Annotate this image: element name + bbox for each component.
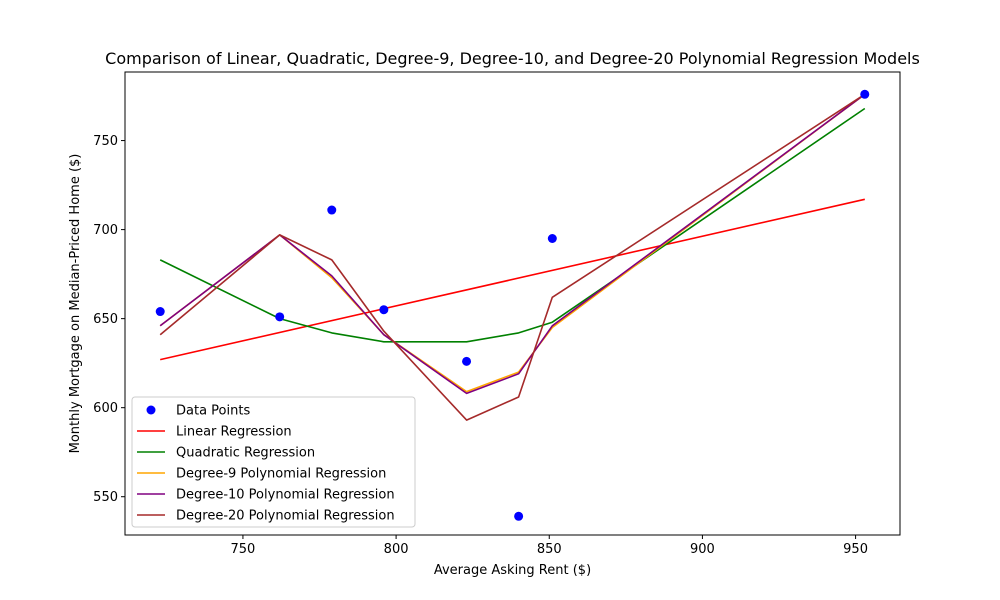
x-axis: 750 800 850 900 950 (231, 535, 868, 557)
x-tick-label: 750 (231, 542, 256, 557)
data-point (155, 307, 165, 317)
legend-label: Data Points (176, 404, 250, 419)
y-axis-title: Monthly Mortgage on Median-Priced Home (… (68, 154, 83, 454)
chart-title: Comparison of Linear, Quadratic, Degree-… (105, 49, 920, 68)
legend-label: Quadratic Regression (176, 446, 315, 461)
data-point (860, 89, 870, 99)
legend-label: Degree-20 Polynomial Regression (176, 509, 395, 524)
x-tick-label: 950 (843, 542, 868, 557)
series-layer (159, 93, 866, 421)
points-layer (155, 89, 870, 521)
y-tick-label: 600 (93, 401, 118, 416)
legend-label: Degree-10 Polynomial Regression (176, 488, 395, 503)
data-point (379, 305, 389, 315)
y-tick-label: 750 (93, 134, 118, 149)
data-point (514, 511, 524, 521)
series-line (159, 93, 866, 395)
y-axis: 550 600 650 700 750 (93, 134, 125, 505)
series-line (159, 107, 866, 343)
legend: Data Points Linear Regression Quadratic Re… (131, 396, 416, 528)
data-point (275, 312, 285, 322)
x-tick-label: 800 (384, 542, 409, 557)
y-tick-label: 700 (93, 223, 118, 238)
data-point (547, 234, 557, 244)
data-point (462, 356, 472, 366)
legend-marker (146, 405, 156, 415)
legend-label: Degree-9 Polynomial Regression (176, 467, 386, 482)
legend-box (131, 396, 416, 528)
legend-label: Linear Regression (176, 425, 292, 440)
data-point (327, 205, 337, 215)
series-line (159, 93, 866, 421)
y-tick-label: 650 (93, 312, 118, 327)
x-axis-title: Average Asking Rent ($) (434, 563, 591, 578)
series-line (160, 198, 865, 361)
x-tick-label: 900 (690, 542, 715, 557)
x-tick-label: 850 (537, 542, 562, 557)
y-tick-label: 550 (93, 490, 118, 505)
